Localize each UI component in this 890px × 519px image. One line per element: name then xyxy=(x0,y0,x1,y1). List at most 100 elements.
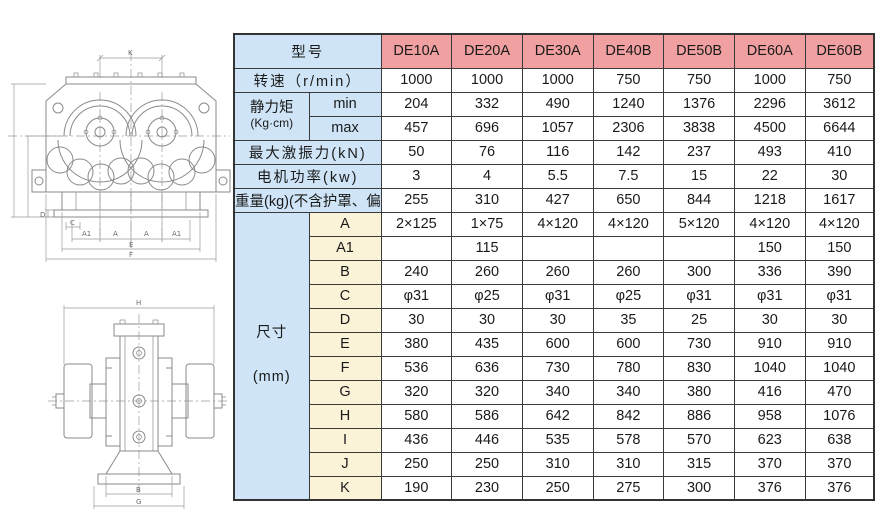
value-cell: 320 xyxy=(380,379,453,405)
dimension-row: A1 115 150 150 xyxy=(234,235,875,261)
dim-name: K xyxy=(308,475,382,501)
value-cell: 315 xyxy=(663,451,735,477)
value-cell: 230 xyxy=(451,475,523,501)
model-header: DE60A xyxy=(733,33,806,69)
value-cell: 30 xyxy=(733,307,806,333)
value-cell: 2306 xyxy=(592,115,665,141)
value-cell: 376 xyxy=(804,475,875,501)
value-cell: 1040 xyxy=(733,355,806,381)
dimension-row: 尺寸 (mm) A 2×125 1×75 4×120 4×120 5×120 4… xyxy=(233,211,875,501)
value-cell: 910 xyxy=(804,331,875,357)
value-cell: 780 xyxy=(592,355,665,381)
size-label-text: 尺寸 xyxy=(256,325,288,342)
header-row: 型号 DE10A DE20A DE30A DE40B DE50B DE60A D… xyxy=(233,33,875,69)
dim-name: G xyxy=(308,379,382,405)
value-cell: 7.5 xyxy=(592,163,665,189)
value-cell: 310 xyxy=(521,451,594,477)
value-cell: 750 xyxy=(804,67,875,93)
value-cell: 25 xyxy=(663,307,735,333)
value-cell: 470 xyxy=(804,379,875,405)
dimension-row: E 380 435 600 600 730 910 910 xyxy=(234,331,875,357)
value-cell: 886 xyxy=(663,403,735,429)
value-cell: 22 xyxy=(733,163,806,189)
value-cell: 332 xyxy=(451,91,523,117)
value-cell: 457 xyxy=(380,115,453,141)
value-cell: 427 xyxy=(521,187,594,213)
value-cell: 1617 xyxy=(804,187,875,213)
value-cell: 250 xyxy=(451,451,523,477)
value-cell: 260 xyxy=(451,259,523,285)
dim-label-e: E xyxy=(129,241,133,249)
dim-label-f: F xyxy=(129,251,133,259)
value-cell: 1000 xyxy=(451,67,523,93)
value-cell: 50 xyxy=(380,139,453,165)
value-cell: 30 xyxy=(521,307,594,333)
value-cell: φ31 xyxy=(380,283,453,309)
value-cell: 844 xyxy=(663,187,735,213)
value-cell: 150 xyxy=(733,235,806,261)
value-cell: 376 xyxy=(733,475,806,501)
value-cell: 578 xyxy=(592,427,665,453)
value-cell: 570 xyxy=(663,427,735,453)
value-cell: 370 xyxy=(733,451,806,477)
value-cell: 490 xyxy=(521,91,594,117)
value-cell: 750 xyxy=(592,67,665,93)
value-cell: 642 xyxy=(521,403,594,429)
value-cell xyxy=(592,235,665,261)
value-cell: 30 xyxy=(380,307,453,333)
value-cell: φ31 xyxy=(521,283,594,309)
dim-label-b: B xyxy=(136,486,141,494)
value-cell: 5.5 xyxy=(521,163,594,189)
value-cell xyxy=(380,235,453,261)
model-header: DE20A xyxy=(451,33,523,69)
static-moment-unit: (Kg·cm) xyxy=(250,116,294,130)
front-view-drawing: K D C A1 A A A xyxy=(2,44,236,264)
value-cell: 250 xyxy=(380,451,453,477)
value-cell: 5×120 xyxy=(663,211,735,237)
value-cell: 1240 xyxy=(592,91,665,117)
value-cell: 410 xyxy=(804,139,875,165)
value-cell: 1000 xyxy=(733,67,806,93)
value-cell: 1076 xyxy=(804,403,875,429)
value-cell: 4500 xyxy=(733,115,806,141)
static-moment-label-text: 静力矩 xyxy=(250,99,294,116)
value-cell: 3838 xyxy=(663,115,735,141)
value-cell: 638 xyxy=(804,427,875,453)
dim-name: E xyxy=(308,331,382,357)
weight-label: 重量(kg)(不含护罩、偏心块) xyxy=(233,187,382,213)
dim-name: J xyxy=(308,451,382,477)
value-cell: 636 xyxy=(451,355,523,381)
value-cell: 586 xyxy=(451,403,523,429)
value-cell: 255 xyxy=(380,187,453,213)
exciting-force-label: 最大激振力(kN) xyxy=(233,139,382,165)
value-cell: 340 xyxy=(521,379,594,405)
value-cell: 3612 xyxy=(804,91,875,117)
value-cell: 76 xyxy=(451,139,523,165)
value-cell: 435 xyxy=(451,331,523,357)
value-cell: 340 xyxy=(592,379,665,405)
dim-label-a-left: A xyxy=(113,230,118,238)
front-view-svg: K D C A1 A A A xyxy=(8,49,231,262)
value-cell: 30 xyxy=(804,163,875,189)
value-cell: 842 xyxy=(592,403,665,429)
speed-row: 转速（r/min） 1000 1000 1000 750 750 1000 75… xyxy=(233,67,875,93)
value-cell: 416 xyxy=(733,379,806,405)
max-label: max xyxy=(308,115,382,141)
dim-name: F xyxy=(308,355,382,381)
dimension-row: J 250 250 310 310 315 370 370 xyxy=(234,451,875,477)
value-cell: 4 xyxy=(451,163,523,189)
value-cell: 380 xyxy=(380,331,453,357)
dim-label-a-right: A xyxy=(144,230,149,238)
value-cell: φ25 xyxy=(451,283,523,309)
value-cell: 240 xyxy=(380,259,453,285)
dim-label-g: G xyxy=(136,498,141,506)
model-header: DE40B xyxy=(592,33,665,69)
dimension-row: I 436 446 535 578 570 623 638 xyxy=(234,427,875,453)
value-cell: 310 xyxy=(451,187,523,213)
value-cell: 300 xyxy=(663,259,735,285)
size-unit: (mm) xyxy=(252,368,291,385)
value-cell: 623 xyxy=(733,427,806,453)
dim-name: D xyxy=(308,307,382,333)
value-cell: 2×125 xyxy=(380,211,453,237)
dim-label-k: K xyxy=(128,49,133,57)
